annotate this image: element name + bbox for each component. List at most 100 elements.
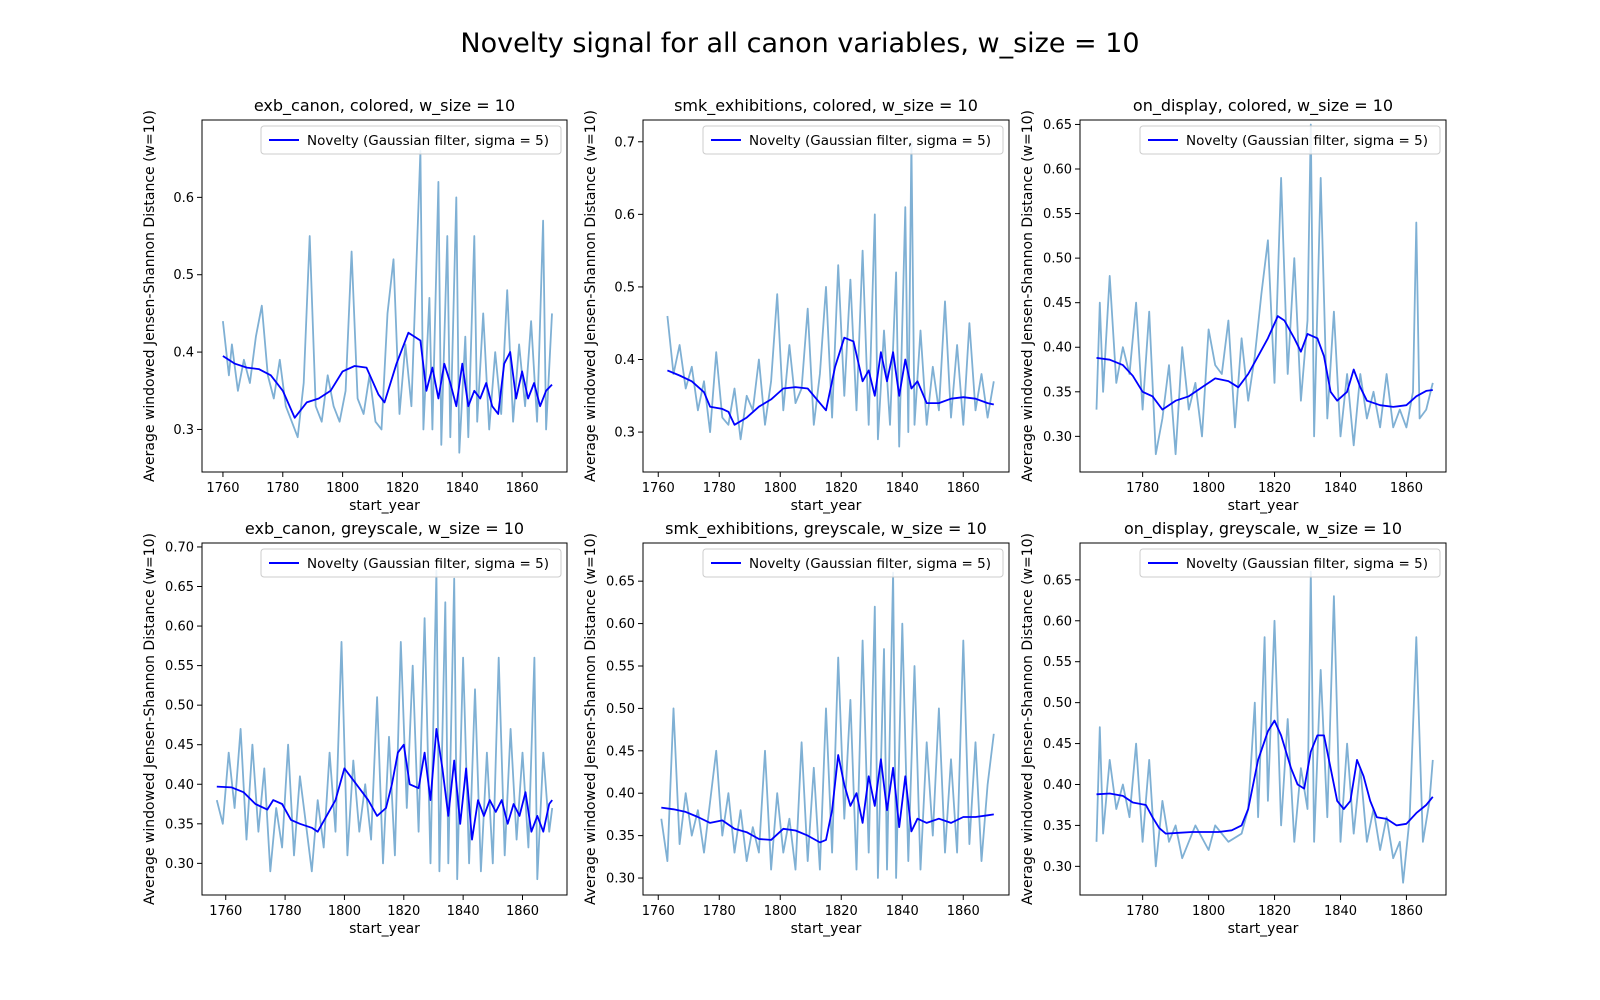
x-axis-label: start_year (349, 498, 420, 514)
subplot-4: exb_canon, greyscale, w_size = 10 1760 178… (142, 519, 568, 937)
subplot-title: exb_canon, colored, w_size = 10 (254, 96, 515, 116)
raw-series-line (215, 569, 554, 881)
x-tick-label: 1820 (1258, 904, 1291, 919)
y-tick-label: 0.65 (1043, 118, 1072, 133)
y-tick-label: 0.65 (1043, 573, 1072, 588)
legend-label: Novelty (Gaussian filter, sigma = 5) (307, 133, 549, 149)
raw-series-line (660, 571, 995, 879)
y-tick-label: 0.30 (165, 857, 194, 872)
legend-label: Novelty (Gaussian filter, sigma = 5) (1186, 556, 1428, 572)
y-tick-label: 0.4 (173, 346, 194, 361)
y-tick-label: 0.65 (165, 580, 194, 595)
y-tick-label: 0.40 (1043, 341, 1072, 356)
novelty-series-line (1096, 719, 1434, 835)
x-tick-label: 1820 (825, 481, 858, 496)
legend-box (702, 548, 1004, 578)
x-tick-label: 1800 (328, 904, 361, 919)
subplot-title: on_display, greyscale, w_size = 10 (1124, 519, 1402, 539)
legend-box (1139, 125, 1441, 155)
legend-box (260, 548, 562, 578)
y-axis-label: Average windowed Jensen-Shannon Distance… (1020, 110, 1036, 482)
x-tick-label: 1760 (206, 481, 239, 496)
x-tick-label: 1780 (703, 904, 736, 919)
legend: Novelty (Gaussian filter, sigma = 5) (1139, 548, 1441, 578)
subplot-title: smk_exhibitions, greyscale, w_size = 10 (665, 519, 987, 539)
x-tick-label: 1760 (642, 481, 675, 496)
y-tick-label: 0.35 (165, 817, 194, 832)
y-tick-label: 0.6 (173, 191, 194, 206)
x-tick-label: 1860 (506, 481, 539, 496)
x-tick-label: 1840 (1324, 904, 1357, 919)
y-tick-label: 0.55 (1043, 655, 1072, 670)
y-tick-label: 0.65 (606, 575, 635, 590)
x-tick-label: 1840 (446, 481, 479, 496)
y-tick-label: 0.30 (1043, 860, 1072, 875)
x-tick-label: 1860 (947, 481, 980, 496)
y-tick-label: 0.45 (606, 744, 635, 759)
y-tick-label: 0.60 (1043, 163, 1072, 178)
y-axis-label: Average windowed Jensen-Shannon Distance… (583, 533, 599, 905)
x-tick-label: 1780 (1126, 904, 1159, 919)
y-tick-label: 0.4 (614, 353, 635, 368)
novelty-series-line (222, 331, 553, 419)
subplot-6: on_display, greyscale, w_size = 10 1780 18… (1020, 519, 1447, 937)
subplot-title: exb_canon, greyscale, w_size = 10 (245, 519, 524, 539)
x-tick-label: 1820 (1258, 481, 1291, 496)
y-tick-label: 0.35 (1043, 385, 1072, 400)
legend-box (702, 125, 1004, 155)
x-axis-label: start_year (1228, 498, 1299, 514)
x-tick-label: 1840 (1324, 481, 1357, 496)
x-tick-label: 1800 (764, 904, 797, 919)
y-axis-label: Average windowed Jensen-Shannon Distance… (142, 533, 158, 905)
y-axis-label: Average windowed Jensen-Shannon Distance… (142, 110, 158, 482)
x-tick-label: 1860 (1390, 904, 1423, 919)
y-tick-label: 0.55 (606, 659, 635, 674)
y-tick-label: 0.35 (606, 829, 635, 844)
y-tick-label: 0.40 (606, 787, 635, 802)
y-tick-label: 0.35 (1043, 819, 1072, 834)
y-tick-label: 0.60 (1043, 614, 1072, 629)
x-tick-label: 1800 (1192, 904, 1225, 919)
x-tick-label: 1760 (209, 904, 242, 919)
x-axis-label: start_year (349, 921, 420, 937)
legend: Novelty (Gaussian filter, sigma = 5) (1139, 125, 1441, 155)
y-tick-label: 0.40 (165, 778, 194, 793)
subplot-2: smk_exhibitions, colored, w_size = 10 176… (583, 96, 1010, 514)
legend: Novelty (Gaussian filter, sigma = 5) (260, 125, 562, 155)
x-tick-label: 1840 (447, 904, 480, 919)
x-tick-label: 1760 (642, 904, 675, 919)
y-axis-label: Average windowed Jensen-Shannon Distance… (583, 110, 599, 482)
y-tick-label: 0.45 (1043, 296, 1072, 311)
raw-series-line (666, 140, 995, 448)
x-tick-label: 1860 (1390, 481, 1423, 496)
subplot-3: on_display, colored, w_size = 10 1780 1800… (1020, 96, 1447, 514)
plot-frame (1079, 119, 1447, 473)
x-tick-label: 1860 (506, 904, 539, 919)
y-tick-label: 0.45 (165, 738, 194, 753)
legend: Novelty (Gaussian filter, sigma = 5) (702, 548, 1004, 578)
x-tick-label: 1820 (386, 481, 419, 496)
x-tick-label: 1780 (269, 904, 302, 919)
figure-title: Novelty signal for all canon variables, … (460, 28, 1139, 59)
plot-frame (201, 119, 568, 473)
x-axis-label: start_year (1228, 921, 1299, 937)
x-tick-label: 1780 (703, 481, 736, 496)
y-tick-label: 0.30 (1043, 430, 1072, 445)
y-tick-label: 0.50 (606, 702, 635, 717)
plot-frame (642, 119, 1010, 473)
plot-frame (201, 542, 568, 896)
x-tick-label: 1860 (947, 904, 980, 919)
novelty-series-line (216, 728, 553, 841)
plot-frame (642, 542, 1010, 896)
y-tick-label: 0.50 (1043, 696, 1072, 711)
legend-label: Novelty (Gaussian filter, sigma = 5) (749, 556, 991, 572)
y-tick-label: 0.5 (614, 280, 635, 295)
legend-label: Novelty (Gaussian filter, sigma = 5) (749, 133, 991, 149)
x-tick-label: 1840 (886, 904, 919, 919)
novelty-series-line (667, 336, 994, 426)
subplot-1: exb_canon, colored, w_size = 10 1760 1780 1… (142, 96, 568, 514)
legend-box (1139, 548, 1441, 578)
subplot-title: smk_exhibitions, colored, w_size = 10 (674, 96, 978, 116)
y-tick-label: 0.55 (165, 659, 194, 674)
y-tick-label: 0.55 (1043, 207, 1072, 222)
